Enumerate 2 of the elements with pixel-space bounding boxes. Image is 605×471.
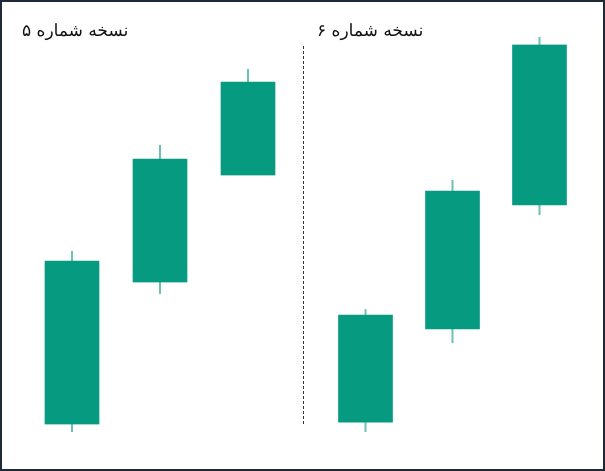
chart-title: نسخه شماره ۵ bbox=[22, 21, 128, 41]
chart-title: نسخه شماره ۶ bbox=[317, 21, 424, 41]
